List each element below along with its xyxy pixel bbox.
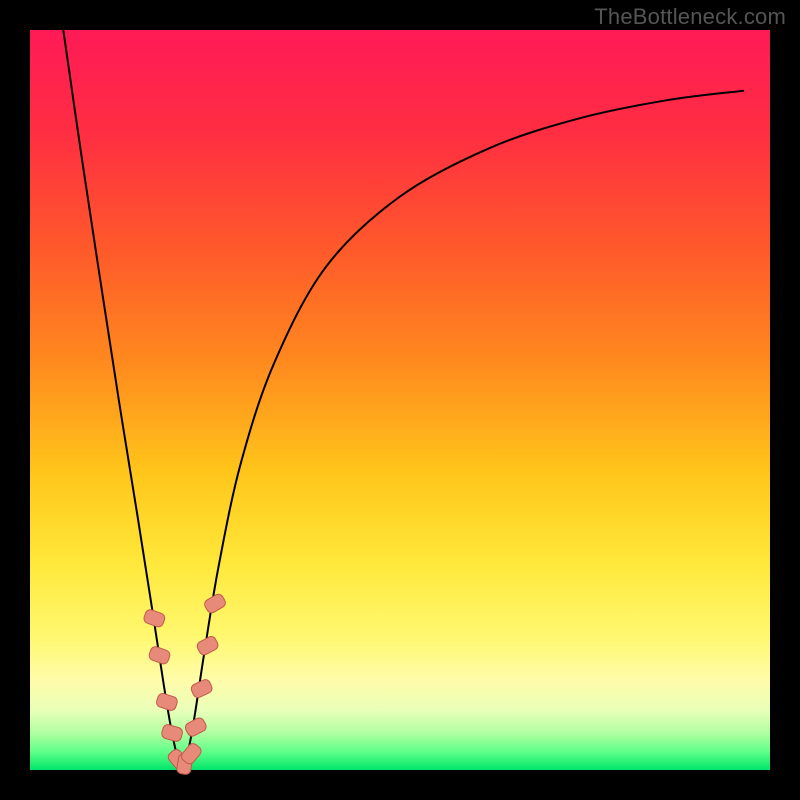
plot-area [30,30,770,770]
chart-container: TheBottleneck.com [0,0,800,800]
chart-svg [0,0,800,800]
